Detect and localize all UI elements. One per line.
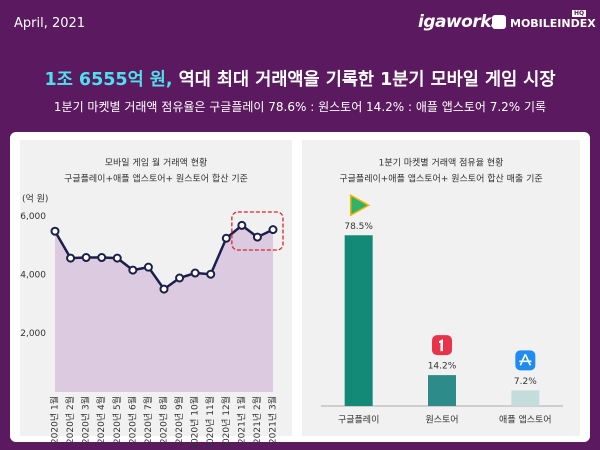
x-tick-label: 2021년 2월 (251, 396, 263, 444)
product-logo: MOBILEINDEX (510, 17, 596, 30)
marker (206, 269, 216, 279)
x-tick-label: 2020년 10월 (189, 396, 201, 450)
marker (50, 226, 60, 236)
value-label: 7.2% (514, 377, 537, 387)
x-tick-label: 2020년 11월 (204, 396, 216, 450)
bar (344, 235, 373, 406)
marker (268, 225, 278, 235)
headline-highlight: 1조 6555억 원, (44, 70, 173, 90)
marker (81, 253, 91, 263)
x-tick-label: 2020년 9월 (173, 396, 185, 444)
area (55, 225, 273, 392)
marker (66, 253, 76, 263)
bar (511, 390, 540, 406)
x-tick-label: 2020년 1월 (49, 396, 61, 444)
value-label: 14.2% (428, 362, 457, 372)
product-badge: HQ (572, 10, 587, 17)
highlight-box (231, 211, 284, 251)
headline: 1조 6555억 원, 역대 최대 거래액을 기록한 1분기 모바일 게임 시장 (0, 66, 600, 91)
brand-logo: igaworks (418, 12, 501, 32)
headline-text: 역대 최대 거래액을 기록한 1분기 모바일 게임 시장 (178, 70, 556, 90)
marker (143, 262, 153, 272)
x-tick-label: 애플 앱스토어 (499, 414, 552, 426)
date: April, 2021 (14, 16, 86, 31)
marker (237, 220, 247, 230)
chart-subtitle: 구글플레이+애플 앱스토어+ 원스토어 합산 기준 (64, 173, 248, 185)
product-icon (492, 15, 506, 29)
chart-subtitle: 구글플레이+애플 앱스토어+ 원스토어 합산 매출 기준 (339, 173, 542, 185)
x-tick-label: 2020년 2월 (64, 396, 76, 444)
y-axis-label: (억 원) (22, 193, 48, 205)
x-tick-label: 2021년 3월 (267, 396, 279, 444)
x-tick-label: 2020년 8월 (158, 396, 170, 444)
x-tick-label: 2020년 12월 (220, 396, 232, 450)
marker (221, 233, 231, 243)
marker (252, 232, 262, 242)
x-tick-label: 원스토어 (425, 415, 458, 426)
y-tick-label: 2,000 (20, 329, 46, 339)
google-play-icon (349, 193, 371, 217)
subheadline: 1분기 마켓별 거래액 점유율은 구글플레이 78.6% : 원스토어 14.2… (53, 100, 547, 114)
marker (128, 265, 138, 275)
x-tick-label: 구글플레이 (338, 415, 379, 426)
value-label: 78.5% (344, 222, 373, 232)
x-tick-label: 2021년 1월 (235, 396, 247, 444)
chart-title: 1분기 마켓별 거래액 점유율 현황 (379, 157, 504, 169)
y-tick-label: 6,000 (20, 212, 46, 222)
marker (175, 273, 185, 283)
x-tick-label: 2020년 3월 (80, 396, 92, 444)
y-tick-label: 4,000 (20, 271, 46, 281)
chart-title: 모바일 게임 월 거래액 현황 (105, 157, 208, 169)
onestore-glyph (439, 339, 443, 352)
bar (428, 375, 456, 406)
x-tick-label: 2020년 4월 (95, 396, 107, 444)
marker (159, 284, 169, 294)
appstore-icon (515, 350, 536, 371)
marker (97, 253, 107, 263)
x-tick-label: 2020년 5월 (111, 396, 123, 444)
x-tick-label: 2020년 6월 (126, 396, 138, 444)
marker (190, 268, 200, 278)
marker (112, 253, 122, 263)
appstore-glyph (519, 354, 532, 366)
x-tick-label: 2020년 7월 (142, 396, 154, 444)
